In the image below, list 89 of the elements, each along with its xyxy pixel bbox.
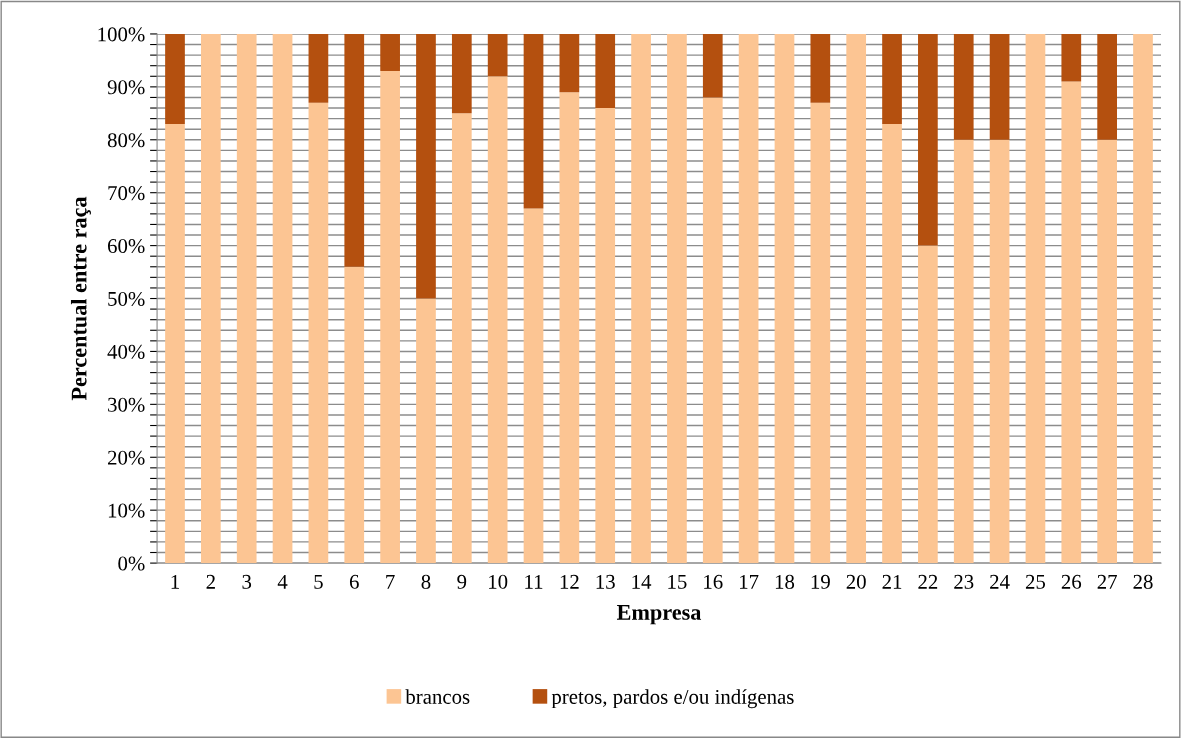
bar (523, 33, 544, 209)
bar (451, 33, 472, 114)
bar (559, 33, 580, 93)
x-tick-label: 25 (1025, 574, 1046, 589)
bar (272, 33, 293, 564)
x-tick-label: 13 (596, 574, 615, 589)
x-tick-label: 27 (1097, 574, 1117, 589)
bar (380, 33, 400, 71)
bar (236, 33, 257, 564)
x-tick-label: 8 (421, 574, 431, 589)
bar (344, 33, 365, 267)
x-tick-label: 24 (990, 574, 1010, 589)
y-tick-label: 50% (108, 291, 145, 307)
bar (918, 33, 938, 246)
x-tick-label: 22 (918, 574, 938, 589)
legend-label: brancos (405, 689, 470, 704)
bar (308, 33, 329, 103)
bar (595, 108, 616, 564)
bar (918, 245, 938, 564)
y-tick-label: 60% (107, 238, 145, 254)
bar (165, 123, 185, 564)
y-tick-label: 10% (108, 503, 145, 518)
bar (523, 208, 544, 564)
x-tick-label: 12 (560, 574, 579, 589)
bar (487, 33, 508, 77)
bar (200, 33, 221, 564)
bar (1097, 33, 1117, 140)
legend-label: pretos, pardos e/ou indígenas (551, 689, 794, 709)
x-tick-label: 2 (206, 574, 215, 589)
y-tick-label: 0% (118, 556, 145, 571)
x-tick-label: 20 (846, 574, 866, 589)
y-tick-label: 20% (108, 450, 145, 465)
bar (487, 76, 508, 564)
x-tick-label: 23 (954, 574, 974, 589)
bar (882, 123, 902, 564)
bar (1097, 139, 1117, 564)
x-tick-label: 6 (349, 574, 359, 589)
y-tick-label: 100% (98, 27, 145, 42)
bar (953, 139, 974, 564)
y-tick-label: 80% (107, 133, 145, 148)
x-tick-label: 5 (314, 575, 323, 589)
x-tick-label: 7 (386, 575, 395, 589)
bar (1025, 33, 1046, 564)
x-tick-label: 10 (489, 574, 508, 589)
bar (308, 102, 329, 564)
x-tick-label: 15 (668, 574, 687, 589)
bar (989, 139, 1010, 564)
x-axis-title: Empresa (616, 605, 702, 625)
bar (344, 266, 365, 564)
bar (1061, 81, 1082, 564)
x-tick-label: 11 (525, 574, 543, 589)
x-tick-label: 26 (1061, 574, 1082, 589)
bar (380, 70, 400, 564)
x-tick-label: 9 (457, 574, 467, 589)
x-tick-label: 1 (171, 574, 179, 589)
x-tick-label: 17 (740, 574, 759, 589)
bar (165, 33, 185, 124)
y-tick-label: 70% (108, 186, 145, 201)
bar (810, 33, 831, 103)
bar (451, 113, 472, 564)
x-tick-label: 4 (277, 574, 288, 589)
bar (953, 33, 974, 140)
x-tick-label: 16 (704, 574, 723, 589)
y-tick-label: 40% (107, 344, 145, 359)
bar (882, 33, 902, 124)
bar (631, 33, 651, 564)
x-tick-label: 19 (811, 574, 830, 589)
bar (667, 33, 687, 564)
bar (738, 33, 759, 564)
bar (989, 33, 1010, 140)
bar (1133, 33, 1153, 564)
y-tick-label: 90% (107, 80, 145, 95)
x-tick-label: 14 (632, 574, 652, 589)
bar (810, 102, 831, 564)
y-tick-label: 30% (108, 397, 145, 412)
bar (702, 97, 723, 564)
bar (702, 33, 723, 98)
bar (416, 33, 436, 299)
x-tick-label: 21 (882, 574, 902, 589)
bar (774, 33, 795, 564)
bar (595, 33, 616, 109)
bar (559, 92, 580, 564)
y-axis-title: Percentual entre raça (70, 196, 91, 401)
bar (1061, 33, 1082, 82)
x-tick-label: 18 (775, 574, 795, 589)
bar (416, 298, 436, 564)
x-tick-label: 28 (1133, 574, 1153, 589)
x-tick-label: 3 (242, 574, 252, 589)
bar (846, 33, 867, 564)
